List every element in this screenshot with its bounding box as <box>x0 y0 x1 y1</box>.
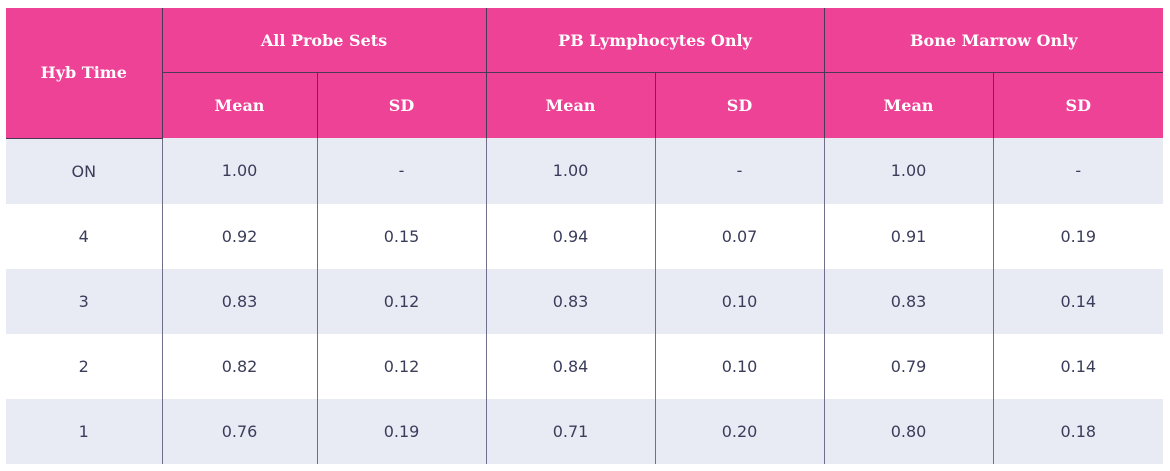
all-probe-sets-mean-cell: 0.92 <box>161 203 318 269</box>
all-probe-sets-mean-header: Mean <box>161 72 318 138</box>
all-probe-sets-sd-cell: 0.19 <box>316 398 487 464</box>
bone-marrow-mean-cell: 0.79 <box>823 333 994 399</box>
bone-marrow-sd-cell: 0.14 <box>992 268 1164 334</box>
pb-lymphocytes-sd-cell: 0.10 <box>654 268 825 334</box>
hyb-time-cell: 4 <box>6 203 163 269</box>
group-header-all-probe-sets: All Probe Sets <box>161 8 487 73</box>
pb-lymphocytes-mean-cell: 0.83 <box>485 268 656 334</box>
group-header-bone-marrow: Bone Marrow Only <box>823 8 1164 73</box>
group-header-pb-lymphocytes: PB Lymphocytes Only <box>485 8 825 73</box>
data-table-container: Hyb Time All Probe Sets PB Lymphocytes O… <box>6 8 1164 464</box>
header-group-row: Hyb Time All Probe Sets PB Lymphocytes O… <box>6 8 1164 139</box>
bone-marrow-mean-header: Mean <box>823 72 994 138</box>
pb-lymphocytes-sd-cell: 0.10 <box>654 333 825 399</box>
table-row: 2 0.82 0.12 0.84 0.10 0.79 0.14 <box>6 333 1164 399</box>
hyb-time-header: Hyb Time <box>6 8 163 139</box>
bone-marrow-mean-cell: 0.80 <box>823 398 994 464</box>
bone-marrow-mean-cell: 1.00 <box>823 138 994 204</box>
pb-lymphocytes-sd-header: SD <box>654 72 825 138</box>
pb-lymphocytes-sd-cell: 0.20 <box>654 398 825 464</box>
all-probe-sets-mean-cell: 0.82 <box>161 333 318 399</box>
hyb-time-cell: 3 <box>6 268 163 334</box>
bone-marrow-sd-cell: 0.14 <box>992 333 1164 399</box>
table-row: ON 1.00 - 1.00 - 1.00 - <box>6 138 1164 204</box>
hyb-time-cell: ON <box>6 138 163 204</box>
hyb-time-table: Hyb Time All Probe Sets PB Lymphocytes O… <box>6 8 1164 464</box>
all-probe-sets-sd-cell: 0.15 <box>316 203 487 269</box>
bone-marrow-mean-cell: 0.83 <box>823 268 994 334</box>
pb-lymphocytes-mean-cell: 1.00 <box>485 138 656 204</box>
bone-marrow-sd-cell: 0.18 <box>992 398 1164 464</box>
table-row: 1 0.76 0.19 0.71 0.20 0.80 0.18 <box>6 398 1164 464</box>
all-probe-sets-sd-cell: 0.12 <box>316 333 487 399</box>
pb-lymphocytes-sd-cell: - <box>654 138 825 204</box>
all-probe-sets-sd-header: SD <box>316 72 487 138</box>
pb-lymphocytes-sd-cell: 0.07 <box>654 203 825 269</box>
all-probe-sets-mean-cell: 0.83 <box>161 268 318 334</box>
all-probe-sets-mean-cell: 1.00 <box>161 138 318 204</box>
table-row: 3 0.83 0.12 0.83 0.10 0.83 0.14 <box>6 268 1164 334</box>
table-header: Hyb Time All Probe Sets PB Lymphocytes O… <box>6 8 1164 139</box>
all-probe-sets-mean-cell: 0.76 <box>161 398 318 464</box>
header-sub-row: Mean SD Mean SD Mean SD <box>6 72 1164 138</box>
pb-lymphocytes-mean-cell: 0.94 <box>485 203 656 269</box>
bone-marrow-sd-header: SD <box>992 72 1164 138</box>
table-row: 4 0.92 0.15 0.94 0.07 0.91 0.19 <box>6 203 1164 269</box>
pb-lymphocytes-mean-header: Mean <box>485 72 656 138</box>
pb-lymphocytes-mean-cell: 0.84 <box>485 333 656 399</box>
all-probe-sets-sd-cell: - <box>316 138 487 204</box>
all-probe-sets-sd-cell: 0.12 <box>316 268 487 334</box>
pb-lymphocytes-mean-cell: 0.71 <box>485 398 656 464</box>
hyb-time-cell: 1 <box>6 398 163 464</box>
bone-marrow-mean-cell: 0.91 <box>823 203 994 269</box>
table-body: ON 1.00 - 1.00 - 1.00 - 4 0.92 0.15 0.94… <box>6 138 1164 464</box>
hyb-time-cell: 2 <box>6 333 163 399</box>
bone-marrow-sd-cell: 0.19 <box>992 203 1164 269</box>
bone-marrow-sd-cell: - <box>992 138 1164 204</box>
